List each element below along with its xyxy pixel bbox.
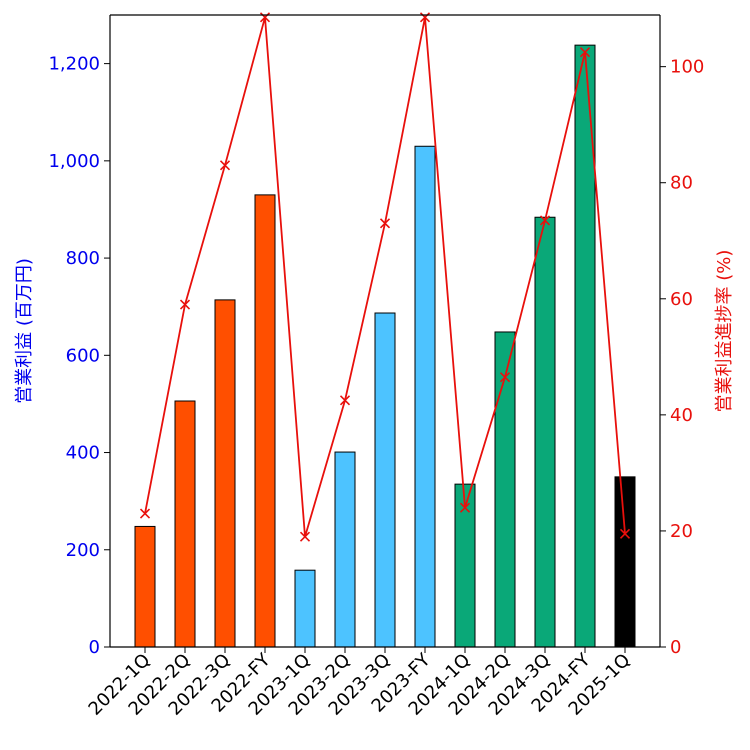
progress-marker-2024-2Q — [499, 372, 511, 383]
right-tick-label: 40 — [670, 405, 693, 426]
left-tick-label: 1,200 — [48, 54, 100, 75]
bar-2023-2Q — [334, 451, 356, 648]
bar-2022-FY — [254, 194, 276, 648]
progress-marker-2024-FY — [579, 47, 591, 58]
axes-group — [109, 14, 661, 648]
left-tick-label: 0 — [89, 637, 100, 658]
bar-2025-1Q — [614, 476, 636, 648]
right-tick-label: 20 — [670, 521, 693, 542]
left-tick-label: 200 — [66, 540, 100, 561]
right-y-ticks: 0 20 40 60 80 100 — [660, 57, 704, 658]
progress-marker-2024-3Q — [539, 215, 551, 226]
right-tick-label: 0 — [670, 637, 681, 658]
progress-marker-2022-3Q — [219, 160, 231, 171]
bar-2023-FY — [414, 145, 436, 648]
right-tick-label: 80 — [670, 173, 693, 194]
bar-2023-1Q — [294, 569, 316, 648]
left-tick-label: 400 — [66, 443, 100, 464]
progress-marker-2022-FY — [259, 12, 271, 23]
right-y-axis-title: 営業利益進捗率 (%) — [714, 250, 735, 413]
x-ticks: 2022-1Q2022-2Q2022-3Q2022-FY2023-1Q2023-… — [85, 647, 635, 720]
progress-marker-2022-2Q — [179, 299, 191, 310]
left-tick-label: 1,000 — [48, 151, 100, 172]
progress-marker-2023-1Q — [299, 531, 311, 542]
left-tick-label: 800 — [66, 248, 100, 269]
progress-line-group — [139, 12, 631, 542]
left-tick-label: 600 — [66, 345, 100, 366]
left-y-axis-title: 営業利益 (百万円) — [14, 258, 35, 404]
bar-2022-1Q — [134, 525, 156, 648]
progress-marker-2025-1Q — [619, 528, 631, 539]
progress-marker-2023-3Q — [379, 218, 391, 229]
progress-marker-2022-1Q — [139, 508, 151, 519]
left-y-ticks: 0 200 400 600 800 1,000 1,200 — [48, 54, 110, 658]
right-tick-label: 100 — [670, 57, 704, 78]
bar-2022-3Q — [214, 299, 236, 648]
bar-2024-3Q — [534, 216, 556, 648]
progress-marker-2023-FY — [419, 12, 431, 23]
bar-group — [134, 44, 636, 648]
progress-marker-2023-2Q — [339, 395, 351, 406]
bar-2023-3Q — [374, 312, 396, 648]
right-tick-label: 60 — [670, 289, 693, 310]
progress-marker-2024-1Q — [459, 502, 471, 513]
bar-2022-2Q — [174, 400, 196, 648]
